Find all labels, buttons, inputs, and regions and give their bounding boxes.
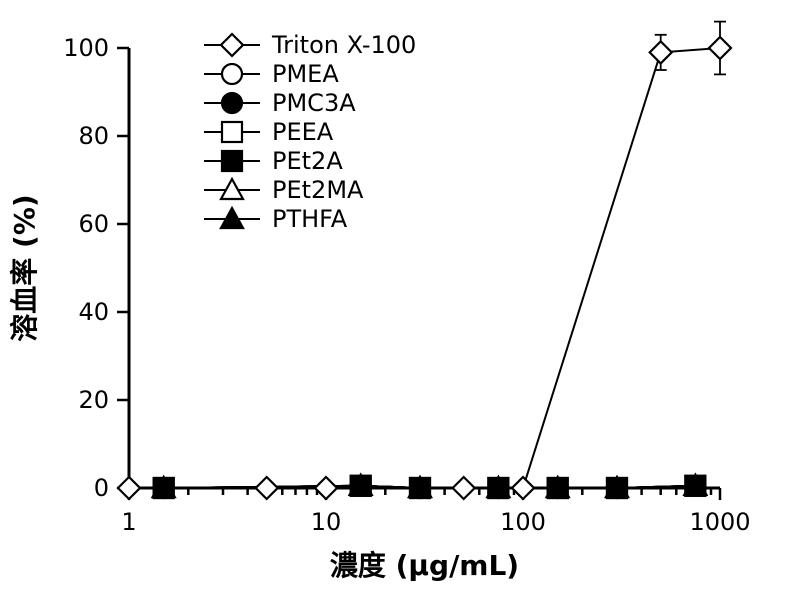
data-point-pthfa-4 [544, 474, 571, 499]
series-markers-triton-x-100 [116, 35, 733, 501]
x-tick-label-10: 10 [311, 508, 342, 536]
legend-marker-pet2a [220, 149, 244, 173]
y-tick-label-0: 0 [94, 474, 109, 502]
data-point-pthfa-0 [150, 474, 177, 499]
legend-item-pthfa: PTHFA [204, 205, 348, 233]
legend-marker-pet2ma [219, 176, 245, 201]
data-point-pthfa-5 [604, 474, 630, 499]
data-point-triton-x-100-1 [254, 475, 280, 501]
legend-item-pmc3a: PMC3A [204, 89, 356, 117]
legend-item-peea: PEEA [204, 118, 334, 146]
axes-layer: 0 20 40 60 80 100 1 10 100 1000 [63, 34, 750, 536]
legend-layer: Triton X-100PMEAPMC3APEEAPEt2APEt2MAPTHF… [204, 31, 416, 233]
legend-label-pmea: PMEA [272, 60, 339, 88]
y-tick-label-60: 60 [78, 210, 109, 238]
data-point-pthfa-1 [347, 472, 374, 496]
data-point-pthfa-2 [407, 474, 433, 499]
data-point-triton-x-100-5 [648, 39, 674, 65]
y-tick-label-40: 40 [78, 298, 109, 326]
data-point-triton-x-100-3 [451, 475, 477, 501]
x-tick-label-1000: 1000 [689, 508, 750, 536]
legend-marker-pmc3a [220, 91, 244, 115]
legend-label-pet2a: PEt2A [272, 147, 343, 175]
legend-item-triton-x-100: Triton X-100 [204, 31, 416, 59]
x-tick-label-1: 1 [121, 508, 136, 536]
series-line-triton-x-100 [129, 47, 721, 489]
y-tick-label-100: 100 [63, 34, 109, 62]
series-markers-pthfa [150, 472, 709, 499]
data-point-triton-x-100-0 [116, 475, 142, 501]
legend-label-pthfa: PTHFA [272, 205, 348, 233]
data-point-triton-x-100-4 [510, 475, 536, 501]
x-axis-title: 濃度 (μg/mL) [330, 549, 519, 582]
y-tick-label-80: 80 [78, 122, 109, 150]
legend-marker-pmea [220, 62, 244, 86]
legend-marker-peea [220, 120, 244, 144]
legend-item-pet2ma: PEt2MA [204, 176, 364, 204]
legend-label-pmc3a: PMC3A [272, 89, 356, 117]
legend-label-peea: PEEA [272, 118, 334, 146]
legend-marker-pthfa [219, 205, 245, 230]
series-triton-x-100 [129, 20, 726, 489]
legend-label-triton-x-100: Triton X-100 [271, 31, 416, 59]
data-point-triton-x-100-6 [707, 35, 733, 61]
data-point-pthfa-3 [485, 474, 512, 499]
data-point-pthfa-6 [682, 472, 709, 496]
series-layer [116, 20, 733, 501]
legend-item-pmea: PMEA [204, 60, 339, 88]
legend-marker-triton-x-100 [219, 32, 245, 58]
data-point-triton-x-100-2 [313, 475, 339, 501]
legend-item-pet2a: PEt2A [204, 147, 343, 175]
y-axis-title: 溶血率 (%) [8, 194, 41, 341]
legend-label-pet2ma: PEt2MA [272, 176, 364, 204]
y-tick-label-20: 20 [78, 386, 109, 414]
x-tick-label-100: 100 [500, 508, 546, 536]
